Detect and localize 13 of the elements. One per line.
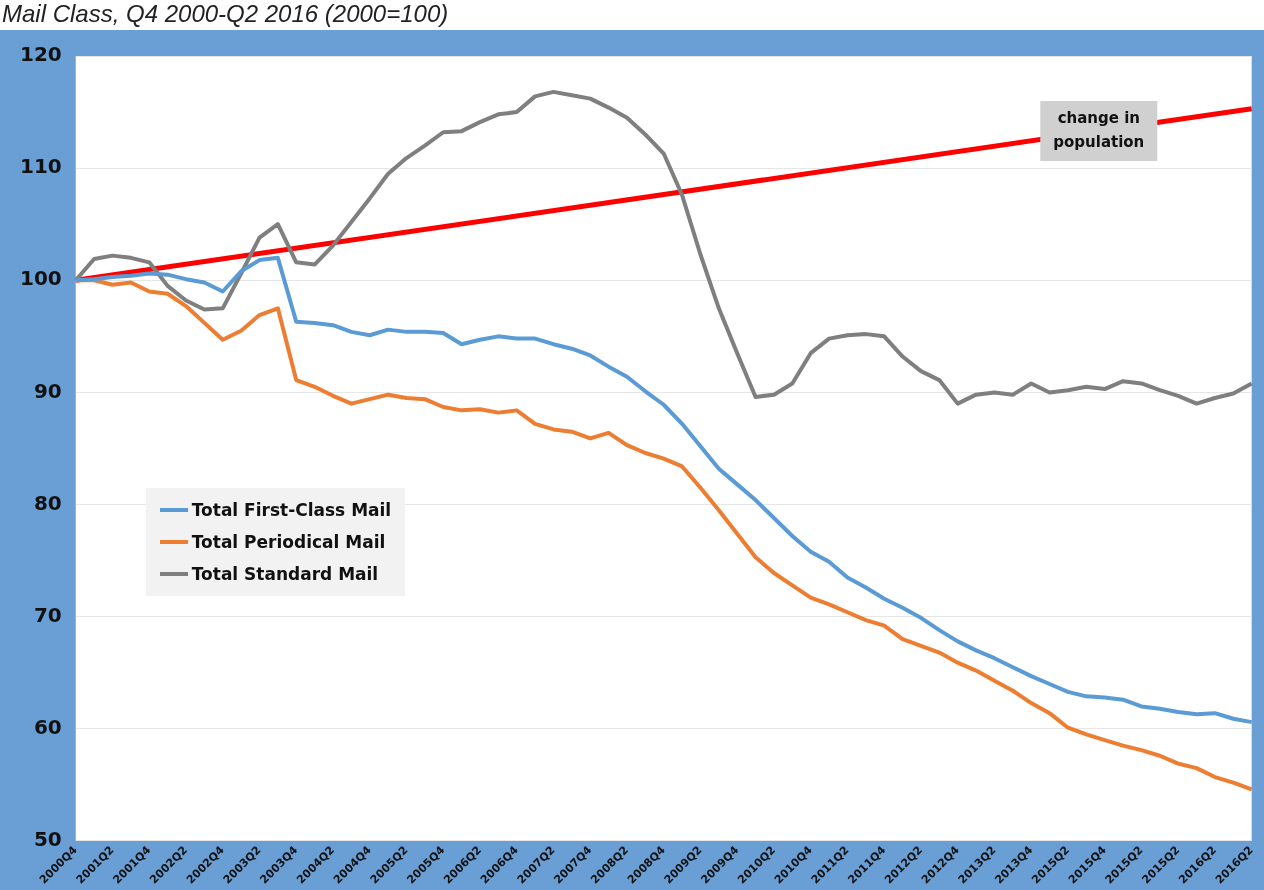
y-tick-label: 90 — [33, 378, 62, 403]
chart-title: Mail Class, Q4 2000-Q2 2016 (2000=100) — [1, 0, 450, 29]
y-tick-label: 70 — [33, 602, 62, 627]
y-tick-label: 50 — [33, 827, 62, 852]
y-tick-label: 120 — [20, 42, 62, 67]
legend-label: Total Periodical Mail — [191, 531, 386, 552]
y-tick-label: 60 — [33, 715, 62, 740]
legend-label: Total First-Class Mail — [191, 499, 392, 520]
y-tick-label: 100 — [20, 266, 62, 291]
legend-label: Total Standard Mail — [191, 563, 379, 584]
y-tick-label: 110 — [20, 154, 62, 179]
y-tick-label: 80 — [33, 490, 62, 515]
series-label: change in population — [1053, 108, 1145, 151]
